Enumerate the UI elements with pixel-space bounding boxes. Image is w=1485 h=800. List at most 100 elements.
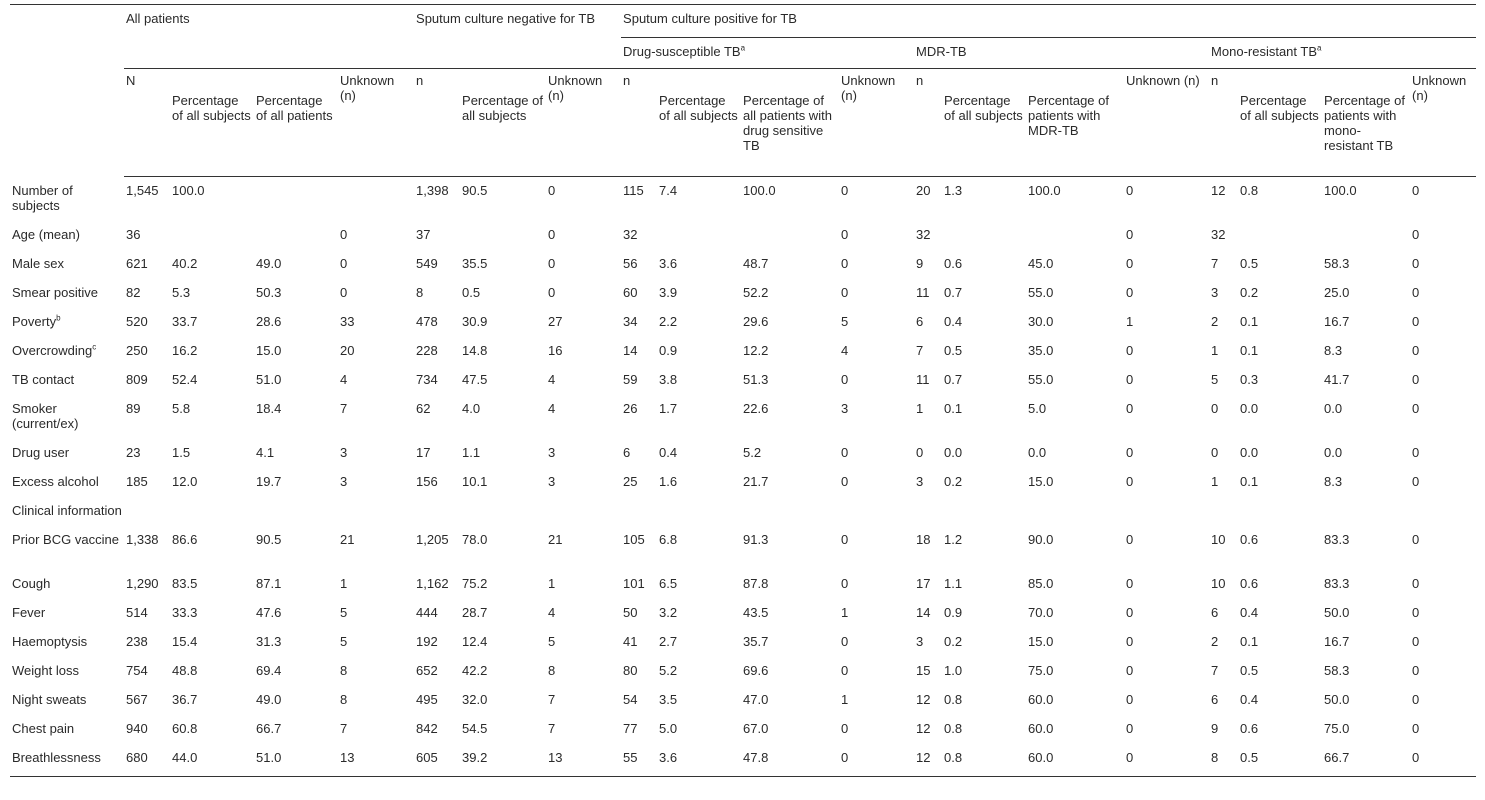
table-cell: 6 [1211, 692, 1219, 707]
table-cell: 39.2 [460, 744, 547, 777]
table-cell: 2 [1211, 634, 1219, 649]
table-cell: 1.3 [944, 183, 963, 198]
table-cell: 66.7 [256, 721, 282, 736]
table-cell: 87.8 [743, 576, 769, 591]
table-cell: 0.1 [944, 401, 963, 416]
row-label-text: Age (mean) [12, 227, 80, 242]
table-cell: 0.6 [1240, 576, 1259, 591]
table-cell: 50.3 [256, 285, 282, 300]
section-row: Clinical information [10, 497, 1476, 526]
table-cell: 0 [1412, 634, 1420, 649]
table-cell: 47.8 [741, 744, 840, 777]
table-row: Povertyb 520 33.7 28.6 33 478 30.9 27 34 2.2 29.6 5… [10, 308, 1476, 337]
table-cell: 83.5 [172, 576, 198, 591]
row-label: TB contact [10, 366, 124, 395]
table-cell: 156 [416, 474, 438, 489]
row-label: Fever [10, 599, 124, 628]
table-cell: 1 [1126, 314, 1134, 329]
table-cell: 6 [623, 445, 631, 460]
table-cell: 0 [1412, 256, 1420, 271]
table-cell: 0.5 [1240, 663, 1259, 678]
table-cell: 520 [126, 314, 148, 329]
col-mono-pct-subjects: Percentage of all subjects [1238, 68, 1323, 177]
table-cell: 21.7 [743, 474, 769, 489]
col-mdr-pct-patients: Percentage of patients with MDR-TB [1026, 68, 1125, 177]
subgroup-header-mdr-tb: MDR-TB [914, 37, 1210, 69]
table-cell: 7.4 [659, 183, 678, 198]
table-cell: 734 [416, 372, 438, 387]
table-cell: 100.0 [743, 183, 776, 198]
table-cell: 26 [623, 401, 638, 416]
table-cell: 7 [916, 343, 924, 358]
table-cell: 35.0 [1028, 343, 1054, 358]
row-label: Age (mean) [10, 221, 124, 250]
row-label-text: Drug user [12, 445, 70, 460]
table-cell: 9 [1211, 721, 1219, 736]
table-cell: 1 [841, 605, 849, 620]
table-row: Cough 1,290 83.5 87.1 1 1,162 75.2 1 101 6.5 87.8 0… [10, 570, 1476, 599]
table-cell: 13 [546, 744, 622, 777]
table-cell: 3.6 [659, 256, 678, 271]
table-cell: 8 [1209, 744, 1239, 777]
table-cell: 0 [1126, 692, 1134, 707]
table-cell: 55 [621, 744, 658, 777]
table-row: Male sex 621 40.2 49.0 0 549 35.5 0 56 3.6 48.7 0 9 0… [10, 250, 1476, 279]
table-cell: 75.0 [1324, 721, 1350, 736]
table-cell: 49.0 [256, 692, 282, 707]
row-label-text: TB contact [12, 372, 75, 387]
table-header: All patients Sputum culture negative for… [10, 4, 1477, 177]
table-cell: 7 [340, 401, 348, 416]
table-cell: 0.4 [1240, 605, 1259, 620]
row-label-text: Clinical information [12, 503, 122, 518]
table-cell: 55.0 [1028, 285, 1054, 300]
table-cell: 0 [841, 183, 849, 198]
col-mdr-unknown: Unknown (n) [1124, 68, 1210, 177]
table-cell: 1,338 [126, 532, 159, 547]
table-cell: 1 [548, 576, 556, 591]
row-label-text: Excess alcohol [12, 474, 99, 489]
table-cell: 60.0 [1028, 692, 1054, 707]
table-cell: 0 [1126, 474, 1134, 489]
table-cell: 85.0 [1028, 576, 1054, 591]
table-cell: 60 [623, 285, 638, 300]
table-cell [1026, 221, 1124, 250]
table-cell: 0 [1126, 183, 1134, 198]
table-cell: 67.0 [743, 721, 769, 736]
table-cell: 42.2 [462, 663, 488, 678]
table-cell: 6 [916, 314, 924, 329]
table-cell: 12 [1211, 183, 1226, 198]
table-cell: 0.1 [1240, 474, 1259, 489]
table-cell: 51.0 [256, 372, 282, 387]
table-cell: 78.0 [462, 532, 488, 547]
table-cell: 66.7 [1322, 744, 1411, 777]
table-cell: 12.4 [462, 634, 488, 649]
table-cell: 52.2 [743, 285, 769, 300]
table-cell: 2 [1211, 314, 1219, 329]
table-cell: 32 [916, 227, 931, 242]
table-cell: 75.2 [462, 576, 488, 591]
table-cell: 1 [1211, 474, 1219, 489]
table-cell: 35.5 [462, 256, 488, 271]
table-cell: 5.2 [659, 663, 678, 678]
table-cell: 0 [1412, 372, 1420, 387]
table-cell: 0 [1126, 663, 1134, 678]
table-cell: 1.1 [944, 576, 963, 591]
col-mono-n: n [1209, 68, 1239, 177]
table-cell: 17 [916, 576, 931, 591]
table-cell: 3 [548, 445, 556, 460]
table-cell [254, 221, 338, 250]
table-cell: 0 [841, 532, 849, 547]
col-ds-unknown: Unknown (n) [839, 68, 915, 177]
table-cell: 100.0 [1324, 183, 1357, 198]
table-cell: 0 [1124, 744, 1210, 777]
table-cell: 0 [841, 285, 849, 300]
table-cell: 0.4 [659, 445, 678, 460]
table-cell: 0.0 [1240, 445, 1259, 460]
table-cell: 0.7 [944, 372, 963, 387]
table-cell: 0 [1126, 372, 1134, 387]
table-cell: 86.6 [172, 532, 198, 547]
table-cell: 41.7 [1324, 372, 1350, 387]
table-cell: 1,290 [126, 576, 159, 591]
table-row: Age (mean) 36 0 37 0 32 0 32 0 32 0 [10, 221, 1476, 250]
